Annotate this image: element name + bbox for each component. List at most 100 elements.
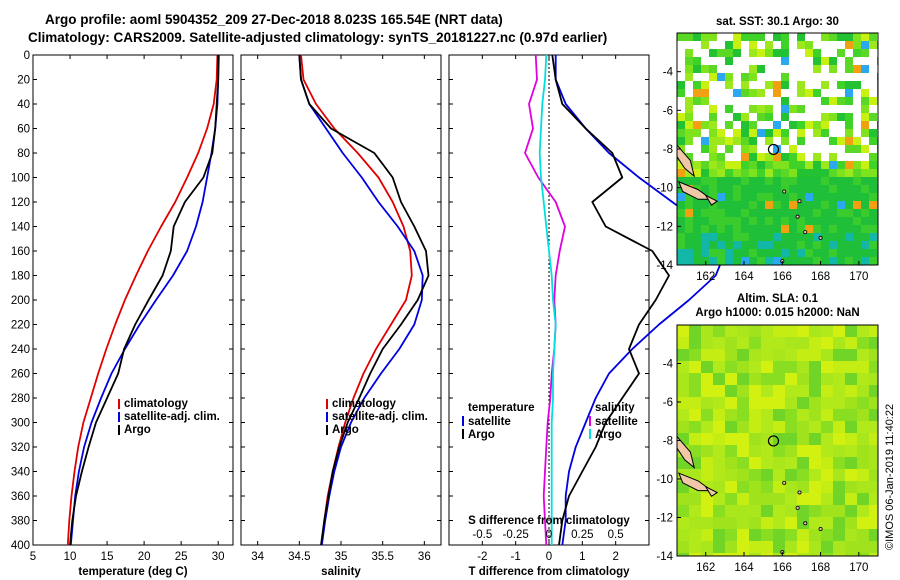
sst-pixel [829, 57, 837, 65]
sla-pixel [737, 325, 749, 337]
sst-pixel [861, 33, 869, 41]
x-tick-label: 168 [811, 562, 830, 574]
sst-pixel [757, 161, 765, 169]
sla-pixel [821, 481, 833, 493]
sla-pixel [773, 349, 785, 361]
sst-pixel [829, 97, 837, 105]
sst-pixel [709, 137, 717, 145]
sla-pixel [737, 481, 749, 493]
sla-pixel [833, 541, 845, 553]
sla-pixel [689, 409, 701, 421]
s-axis-tick-label: 0 [546, 529, 552, 541]
sla-pixel [737, 421, 749, 433]
sst-pixel [781, 41, 789, 49]
sla-pixel [713, 553, 725, 556]
y-tick-label: -14 [656, 551, 673, 563]
sla-pixel [821, 385, 833, 397]
island-shape [678, 472, 714, 492]
sla-pixel [713, 373, 725, 385]
sst-pixel [813, 257, 821, 265]
sla-pixel [785, 361, 797, 373]
sla-pixel [773, 385, 785, 397]
sla-pixel [797, 361, 809, 373]
legend-entry: climatology [124, 398, 189, 410]
sst-pixel [781, 193, 789, 201]
sst-pixel [733, 241, 741, 249]
sst-pixel [701, 65, 709, 73]
sst-pixel [685, 169, 693, 177]
sla-pixel [845, 529, 857, 541]
sst-pixel [717, 241, 725, 249]
sst-pixel [741, 257, 749, 265]
y-tick-label: -14 [656, 260, 673, 272]
sst-pixel [869, 225, 877, 233]
sst-pixel [853, 33, 861, 41]
sst-pixel [709, 153, 717, 161]
sla-pixel [725, 457, 737, 469]
sst-pixel [797, 105, 805, 113]
sst-pixel [789, 209, 797, 217]
sst-pixel [773, 89, 781, 97]
sst-pixel [813, 177, 821, 185]
sst-pixel [773, 153, 781, 161]
sst-pixel [837, 249, 845, 257]
sst-pixel [837, 193, 845, 201]
sla-pixel [677, 553, 689, 556]
sst-pixel [709, 241, 717, 249]
sst-pixel [717, 217, 725, 225]
sla-pixel [773, 529, 785, 541]
y-tick-label: -8 [663, 144, 673, 156]
sst-pixel [837, 161, 845, 169]
sst-pixel [765, 257, 773, 265]
sst-pixel [693, 257, 701, 265]
sst-pixel [765, 193, 773, 201]
sla-pixel [761, 517, 773, 529]
sst-pixel [765, 41, 773, 49]
sla-pixel [761, 553, 773, 556]
sst-pixel [709, 257, 717, 265]
sst-pixel [693, 65, 701, 73]
sst-pixel [773, 145, 781, 153]
sst-pixel [861, 241, 869, 249]
sst-pixel [685, 225, 693, 233]
y-tick-label: -8 [663, 436, 673, 448]
sst-pixel [821, 177, 829, 185]
sst-pixel [749, 105, 757, 113]
sst-pixel [789, 233, 797, 241]
x-tick-label: 20 [138, 551, 151, 563]
sst-pixel [861, 169, 869, 177]
sla-pixel [761, 529, 773, 541]
sla-pixel [773, 481, 785, 493]
sst-pixel [813, 89, 821, 97]
sla-pixel [833, 409, 845, 421]
sla-pixel [677, 493, 689, 505]
sla-pixel [761, 397, 773, 409]
island-shape [704, 485, 719, 498]
sla-pixel [809, 421, 821, 433]
sst-pixel [861, 121, 869, 129]
map-title: sat. SST: 30.1 Argo: 30 [716, 16, 839, 28]
sla-pixel [833, 361, 845, 373]
sst-pixel [837, 113, 845, 121]
sst-pixel [765, 217, 773, 225]
sst-pixel [757, 169, 765, 177]
legend-entry: Argo [332, 424, 359, 436]
sst-pixel [861, 233, 869, 241]
sla-pixel [845, 409, 857, 421]
sst-pixel [685, 193, 693, 201]
sst-pixel [805, 41, 813, 49]
sst-pixel [765, 209, 773, 217]
sst-pixel [805, 249, 813, 257]
sst-pixel [693, 233, 701, 241]
series-line-climatology [66, 54, 219, 546]
sst-pixel [837, 233, 845, 241]
sst-pixel [757, 65, 765, 73]
sst-pixel [813, 209, 821, 217]
sst-pixel [717, 225, 725, 233]
sla-pixel [761, 481, 773, 493]
sla-pixel [821, 421, 833, 433]
sla-pixel [869, 385, 878, 397]
sst-pixel [757, 129, 765, 137]
sla-pixel [689, 361, 701, 373]
sst-pixel [693, 169, 701, 177]
